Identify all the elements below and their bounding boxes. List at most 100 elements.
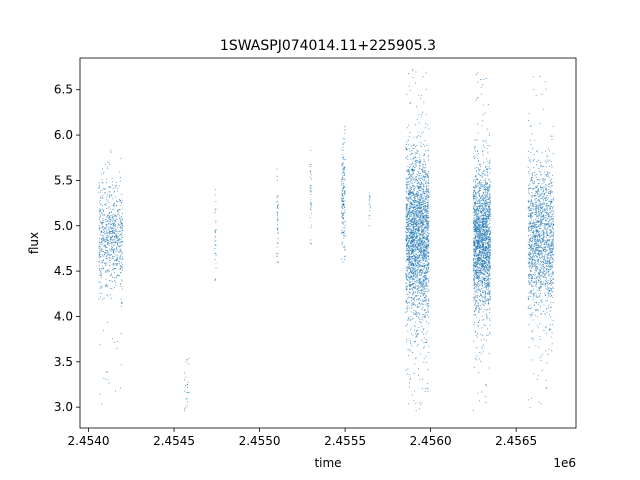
data-point <box>117 201 119 203</box>
data-point <box>415 250 417 252</box>
data-point <box>407 316 409 318</box>
data-point <box>421 169 423 171</box>
data-point <box>427 268 429 270</box>
data-point <box>422 111 424 113</box>
data-point <box>406 275 408 277</box>
data-point <box>408 265 410 267</box>
data-point <box>484 189 487 191</box>
data-point <box>418 248 420 250</box>
data-point <box>407 225 409 227</box>
data-point <box>417 197 419 199</box>
data-point <box>106 255 108 257</box>
data-point <box>417 191 419 193</box>
data-point <box>408 235 411 237</box>
data-point <box>341 203 344 205</box>
data-point <box>114 225 116 227</box>
data-point <box>119 208 121 210</box>
data-point <box>477 259 479 261</box>
data-point <box>428 128 430 130</box>
data-point <box>423 286 425 288</box>
data-point <box>115 228 117 230</box>
data-point <box>418 154 420 156</box>
data-point <box>407 222 409 225</box>
data-point <box>109 216 111 218</box>
data-point <box>415 238 417 240</box>
data-point <box>423 191 425 193</box>
data-point <box>486 251 488 253</box>
data-point <box>411 182 413 184</box>
data-point <box>416 195 419 197</box>
data-point <box>413 302 415 304</box>
data-point <box>107 379 109 381</box>
data-point <box>422 306 424 308</box>
data-point <box>480 248 482 250</box>
data-point <box>415 262 417 264</box>
data-point <box>487 299 489 301</box>
data-point <box>112 184 114 186</box>
data-point <box>405 157 407 159</box>
data-point <box>410 248 412 250</box>
data-point <box>416 149 418 151</box>
data-point <box>418 280 420 282</box>
data-point <box>488 294 490 296</box>
data-point <box>410 304 412 306</box>
data-point <box>411 271 413 273</box>
data-point <box>416 229 419 231</box>
data-point <box>488 134 490 137</box>
data-point <box>409 181 412 183</box>
data-point <box>419 200 421 202</box>
data-point <box>105 224 107 226</box>
data-point <box>414 271 416 273</box>
data-point <box>215 220 217 222</box>
data-point <box>413 232 415 234</box>
data-point <box>478 267 480 269</box>
data-point <box>409 288 411 290</box>
data-point <box>405 300 407 302</box>
data-point <box>415 321 417 323</box>
data-point <box>116 249 118 251</box>
data-point <box>475 300 477 302</box>
data-point <box>477 288 479 291</box>
data-point <box>412 165 415 167</box>
data-point <box>119 245 121 247</box>
data-point <box>420 173 422 175</box>
data-point <box>406 373 408 375</box>
data-point <box>424 196 426 198</box>
data-point <box>108 265 110 267</box>
data-point <box>422 224 424 226</box>
data-point <box>419 206 421 209</box>
data-point <box>408 264 410 266</box>
data-point <box>427 279 429 281</box>
data-point <box>485 187 487 189</box>
data-point <box>427 149 429 151</box>
data-point <box>476 291 478 293</box>
data-point <box>417 186 419 188</box>
data-point <box>310 212 313 214</box>
data-point <box>108 214 110 217</box>
data-point <box>423 277 425 279</box>
data-point <box>121 259 123 261</box>
data-point <box>428 217 430 219</box>
data-point <box>409 237 411 239</box>
data-point <box>427 221 429 223</box>
data-point <box>424 140 426 142</box>
data-point <box>414 82 417 84</box>
data-point <box>484 297 486 299</box>
data-point <box>478 220 480 222</box>
data-point <box>111 195 113 197</box>
data-point <box>476 221 478 223</box>
data-point <box>119 387 122 389</box>
data-point <box>477 325 479 327</box>
data-point <box>104 232 106 235</box>
data-point <box>484 229 486 231</box>
data-point <box>486 192 488 194</box>
data-point <box>414 177 416 179</box>
data-point <box>409 277 412 279</box>
data-point <box>410 188 412 190</box>
data-point <box>425 245 427 247</box>
data-point <box>477 182 479 184</box>
data-point <box>122 241 124 243</box>
data-point <box>424 249 426 251</box>
data-point <box>406 240 408 242</box>
data-point <box>414 325 416 328</box>
